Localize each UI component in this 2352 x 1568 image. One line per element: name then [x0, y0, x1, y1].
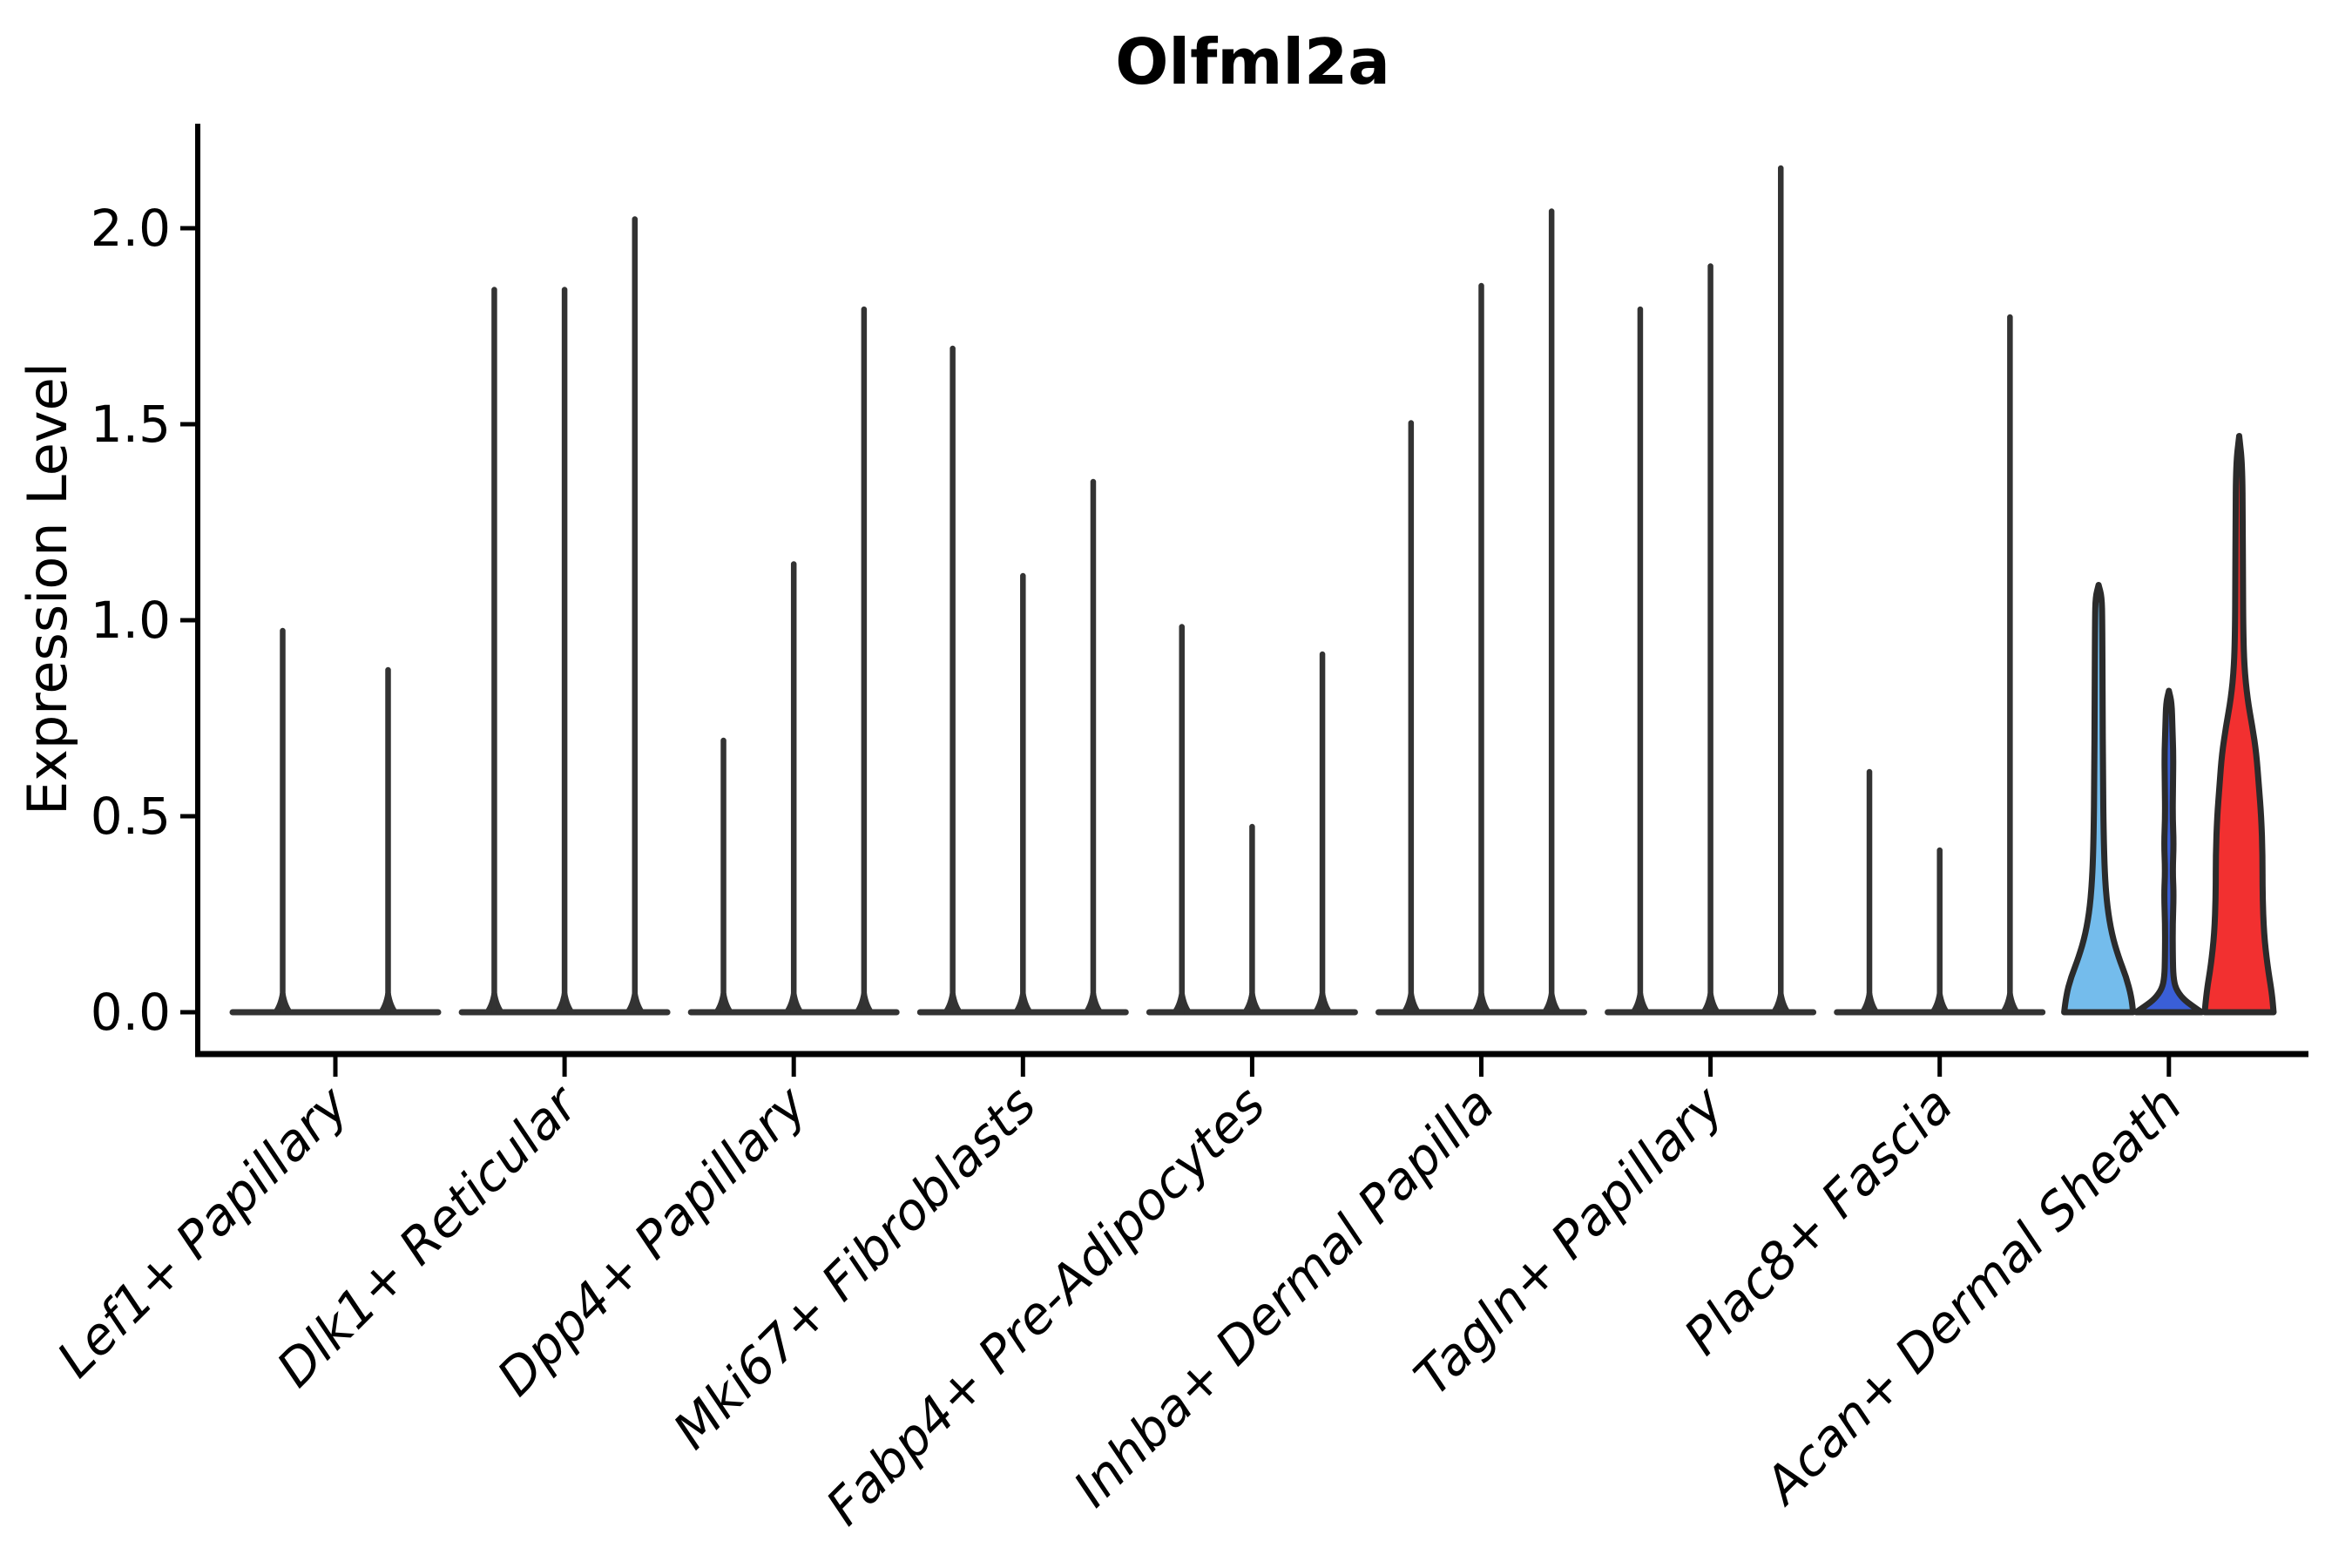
y-axis-label: Expression Level — [16, 362, 79, 815]
y-tick-label: 0.5 — [91, 787, 171, 846]
y-tick-label: 2.0 — [91, 199, 171, 258]
violin-group — [2061, 433, 2277, 1016]
violin-body — [2061, 582, 2137, 1016]
x-tick-label: Fabp4+ Pre-Adipocytes — [814, 1075, 1276, 1537]
violins-layer — [229, 165, 2277, 1016]
x-tick-label: Inhba+ Dermal Papilla — [1062, 1075, 1505, 1518]
y-tick-label: 0.0 — [91, 983, 171, 1042]
violin-group — [1375, 208, 1587, 1016]
violin-body — [2132, 687, 2205, 1016]
violin-group — [458, 216, 671, 1016]
x-tick-label: Acan+ Dermal Sheath — [1751, 1075, 2193, 1517]
violin-group — [1146, 624, 1358, 1016]
violin-body — [2201, 433, 2277, 1016]
violin-group — [1834, 314, 2046, 1016]
chart-title: Olfml2a — [1115, 25, 1390, 98]
violin-group — [229, 627, 442, 1016]
violin-group — [1605, 165, 1817, 1016]
violin-group — [687, 306, 900, 1016]
y-tick-label: 1.0 — [91, 591, 171, 650]
y-tick-label: 1.5 — [91, 395, 171, 454]
violin-group — [916, 345, 1129, 1016]
